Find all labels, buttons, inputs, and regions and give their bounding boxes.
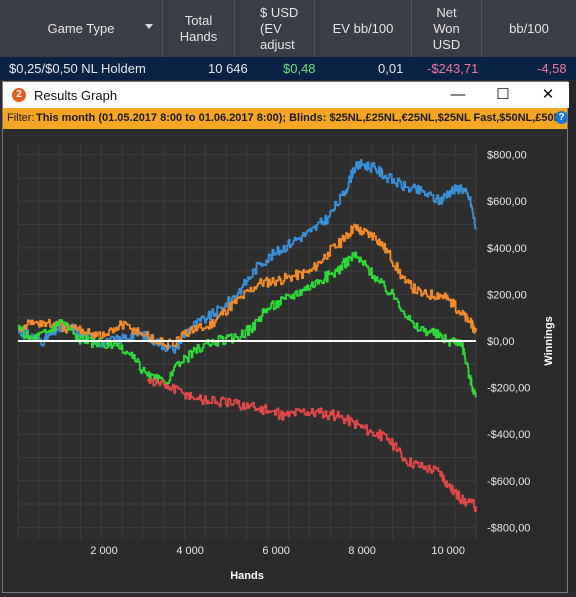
cell-net-won: -$243,71 xyxy=(427,61,479,76)
background-panel-edge xyxy=(568,81,576,593)
series-line xyxy=(18,223,477,350)
column-total-hands-line2: Hands xyxy=(179,28,218,44)
column-total-hands-line1: Total xyxy=(184,12,213,28)
column-net-won-line1: Net xyxy=(436,4,457,20)
close-button[interactable]: ✕ xyxy=(541,86,555,103)
column-ev-bb100-label: EV bb/100 xyxy=(332,20,394,36)
y-tick-label: -$600,00 xyxy=(487,476,530,488)
y-tick-label: $200,00 xyxy=(487,289,527,301)
cell-hands: 10 646 xyxy=(208,61,248,76)
column-usd-ev-line1: $ USD xyxy=(260,4,299,20)
app-logo-icon: 2 xyxy=(12,88,26,102)
x-tick-label: 6 000 xyxy=(262,545,290,557)
y-tick-label: $800,00 xyxy=(487,150,527,162)
filter-text: This month (01.05.2017 8:00 to 01.06.201… xyxy=(36,112,567,124)
results-graph-window: 2 Results Graph — ☐ ✕ Filter: This month… xyxy=(2,81,569,593)
results-chart-svg: $800,00 $600,00 $400,00 $200,00 $0,00 -$200,0… xyxy=(17,143,555,582)
x-tick-label: 10 000 xyxy=(431,545,465,557)
y-tick-label: $600,00 xyxy=(487,196,527,208)
maximize-button[interactable]: ☐ xyxy=(496,86,510,103)
column-bb100-label: bb/100 xyxy=(509,20,549,36)
y-tick-label: $0,00 xyxy=(487,336,515,348)
y-tick-label: $400,00 xyxy=(487,243,527,255)
y-axis-label: Winnings xyxy=(543,316,555,365)
column-ev-bb100[interactable]: EV bb/100 xyxy=(315,0,412,57)
column-total-hands[interactable]: Total Hands xyxy=(163,0,235,57)
column-bb100[interactable]: bb/100 xyxy=(482,0,576,57)
dropdown-caret-icon[interactable] xyxy=(145,24,153,29)
series-line xyxy=(18,251,477,398)
cell-usd-ev: $0,48 xyxy=(283,61,316,76)
column-header-bar: Game Type Total Hands $ USD (EV adjust EV b… xyxy=(0,0,576,57)
column-net-won-usd[interactable]: Net Won USD xyxy=(412,0,482,57)
cell-bb100: -4,58 xyxy=(537,61,567,76)
filter-label: Filter: xyxy=(7,112,35,124)
y-tick-label: -$200,00 xyxy=(487,383,530,395)
minimize-button[interactable]: — xyxy=(450,86,466,103)
cell-ev-bb100: 0,01 xyxy=(378,61,404,76)
help-icon[interactable]: ? xyxy=(555,111,567,124)
column-usd-ev-line2: (EV xyxy=(260,20,282,36)
filter-bar[interactable]: Filter: This month (01.05.2017 8:00 to 0… xyxy=(3,108,567,129)
x-tick-label: 4 000 xyxy=(176,545,204,557)
x-tick-label: 2 000 xyxy=(90,545,118,557)
column-net-won-line2: Won xyxy=(433,20,460,36)
cell-game: $0,25/$0,50 NL Holdem xyxy=(9,61,146,76)
series-line xyxy=(147,378,477,512)
y-tick-label: -$400,00 xyxy=(487,429,530,441)
x-axis-label: Hands xyxy=(230,570,264,582)
column-usd-ev-adjusted[interactable]: $ USD (EV adjust xyxy=(235,0,315,57)
column-net-won-line3: USD xyxy=(432,36,461,52)
results-graph: $800,00 $600,00 $400,00 $200,00 $0,00 -$200,0… xyxy=(3,129,567,592)
column-game-type[interactable]: Game Type xyxy=(0,0,163,57)
window-title: Results Graph xyxy=(34,88,118,103)
y-tick-label: -$800,00 xyxy=(487,522,530,534)
table-row[interactable]: $0,25/$0,50 NL Holdem 10 646 $0,48 0,01 … xyxy=(0,57,576,80)
column-usd-ev-line3: adjust xyxy=(260,36,295,52)
window-titlebar[interactable]: 2 Results Graph — ☐ ✕ xyxy=(3,82,569,108)
column-game-type-label: Game Type xyxy=(47,20,115,36)
x-tick-label: 8 000 xyxy=(348,545,376,557)
